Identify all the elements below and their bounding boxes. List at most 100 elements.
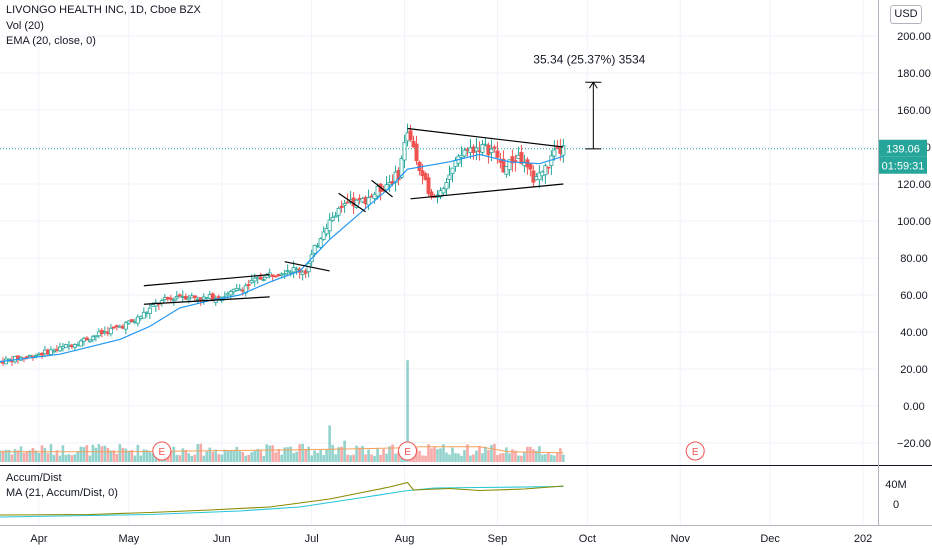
volume-bar [280,454,283,462]
volume-bar [28,450,32,462]
currency-button[interactable]: USD [890,5,922,24]
volume-bar [19,446,23,462]
candle-body [528,163,533,170]
accum-dist-pane [0,481,564,518]
candle-body [171,299,176,302]
candle-body [84,337,89,341]
ema-legend[interactable]: EMA (20, close, 0) [6,35,96,47]
volume-bar [187,453,191,462]
volume-bar [265,444,268,462]
time-axis[interactable]: Apr May Jun Jul Aug Sep Oct Nov Dec 202 [30,533,872,545]
volume-bar [331,444,334,462]
time-tick-label: 202 [854,533,872,545]
accum-dist-ma-legend[interactable]: MA (21, Accum/Dist, 0) [6,487,118,499]
candle-body [408,130,413,141]
volume-bar [526,446,529,462]
accum-dist-legend[interactable]: Accum/Dist [6,472,62,484]
volume-bar [517,455,520,462]
candle-body [252,277,257,282]
accum-dist-series [0,481,564,516]
volume-bar [103,445,107,462]
price-tick-label: −20.00 [897,438,931,450]
trend-line [410,183,564,200]
candle-body [108,327,113,335]
volume-bar [430,448,433,462]
candle-body [513,160,518,163]
volume-bar [43,448,47,462]
price-tick-label: 20.00 [900,364,928,376]
volume-bar [397,451,400,462]
candle-body [123,322,128,330]
candle-body [519,152,524,164]
price-axis[interactable]: 200.00180.00160.00140.00120.00100.0080.0… [879,31,931,511]
candle-body [135,316,140,324]
volume-bar [25,450,29,462]
candle-body [546,166,551,169]
volume-bar [226,450,230,462]
symbol-title[interactable]: LIVONGO HEALTH INC, 1D, Cboe BZX [6,4,201,16]
volume-bar [223,449,227,462]
price-tick-label: 160.00 [897,105,931,117]
candle-body [552,149,557,157]
volume-bar [286,447,289,462]
volume-bar [427,444,430,462]
last-price-value: 139.06 [886,144,920,156]
volume-bar [448,454,451,462]
candle-body [489,148,494,153]
volume-bar [34,450,38,462]
time-tick-label: Oct [579,533,596,545]
earnings-circle [152,441,172,461]
volume-bar [307,446,310,462]
time-tick-label: May [118,533,139,545]
measure-tool[interactable]: 35.34 (25.37%) 3534 [533,52,646,150]
volume-bar [352,454,355,462]
volume-bar [511,449,514,462]
volume-bar [97,444,101,462]
accum-dist-tick-label: 0 [893,499,899,511]
candle-body [312,245,317,254]
volume-bar [508,453,511,462]
volume-bar [121,447,125,462]
volume-bar [268,445,271,462]
volume-bar [502,453,505,462]
volume-bar [376,447,379,462]
accum-dist-ma-series [0,485,564,518]
candle-body [327,219,332,232]
volume-bar [295,451,298,462]
volume-bar [169,451,173,462]
trend-line [284,261,330,272]
candle-body [249,280,254,284]
time-tick-label: Nov [670,533,690,545]
candle-body [147,307,152,314]
volume-bar [346,454,349,462]
volume-bar [232,450,236,462]
volume-bar [205,451,209,462]
volume-legend[interactable]: Vol (20) [6,20,44,32]
candle-body [339,205,344,209]
volume-bar [145,449,149,462]
volume-bar [241,451,245,462]
candle-body [501,158,506,173]
candle-body [51,350,56,353]
candle-body [474,147,479,152]
volume-bar [31,447,35,462]
volume-bar [37,452,41,462]
candle-body [483,143,488,146]
volume-bar [196,444,200,462]
candle-body [90,336,95,341]
volume-bar [181,448,185,462]
volume-bar [199,443,203,462]
volume-bar [406,360,409,462]
volume-bar [79,446,83,462]
candle-body [168,297,173,300]
volume-bar [85,445,89,462]
candle-body [336,208,341,216]
volume-bar [220,454,224,462]
volume-bar [442,444,445,462]
volume-bar [556,452,559,462]
earnings-circle [398,441,418,461]
volume-bar [127,450,131,462]
trend-line [338,192,366,213]
